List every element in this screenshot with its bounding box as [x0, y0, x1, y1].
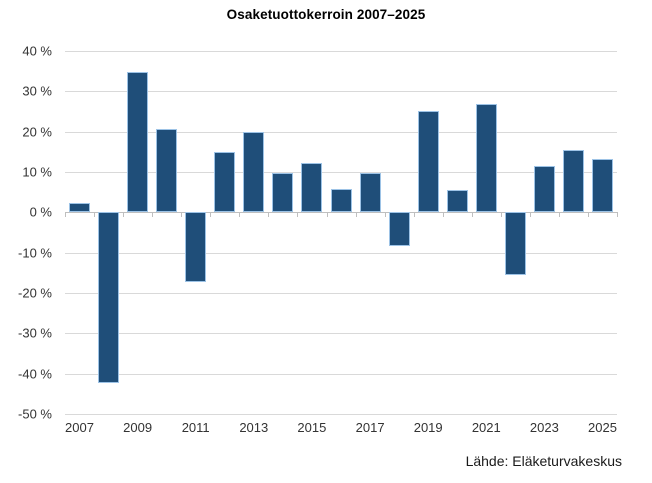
category-axis-tick	[442, 212, 444, 218]
gridline-30	[65, 91, 617, 93]
category-axis-tick	[355, 212, 357, 218]
bar-2013	[243, 131, 265, 213]
x-axis-label-2025: 2025	[588, 420, 617, 435]
y-axis-label-30: 30 %	[22, 83, 52, 99]
gridline-20	[65, 131, 617, 133]
bar-2022	[504, 212, 526, 275]
bar-2014	[272, 173, 294, 213]
gridline--10	[65, 252, 617, 254]
y-axis-label--30: -30 %	[18, 325, 52, 341]
gridline-0	[65, 212, 617, 214]
category-axis-tick	[529, 212, 531, 218]
bar-2024	[562, 150, 584, 213]
gridline--30	[65, 333, 617, 335]
category-axis-tick	[471, 212, 473, 218]
gridline-10	[65, 171, 617, 173]
category-axis-tick	[617, 212, 618, 218]
y-axis-label--10: -10 %	[18, 245, 52, 261]
x-axis-label-2011: 2011	[181, 420, 210, 435]
bar-2020	[446, 189, 468, 213]
category-axis-tick	[94, 212, 96, 218]
y-axis-label-40: 40 %	[22, 43, 52, 59]
source-note: Lähde: Eläketurvakeskus	[465, 453, 622, 469]
x-axis-label-2009: 2009	[123, 420, 153, 435]
gridline-40	[65, 51, 617, 52]
x-axis-label-2021: 2021	[471, 420, 501, 435]
y-axis-label-0: 0 %	[29, 204, 52, 220]
bar-2008	[98, 212, 120, 383]
category-axis-tick	[558, 212, 560, 218]
category-axis-tick	[152, 212, 154, 218]
category-axis-tick	[384, 212, 386, 218]
bar-2009	[127, 72, 149, 213]
bar-2017	[359, 173, 381, 213]
gridline--20	[65, 292, 617, 294]
category-axis-tick	[65, 212, 66, 218]
bar-2018	[388, 212, 410, 247]
y-axis-label--50: -50 %	[18, 406, 52, 422]
bar-2015	[301, 162, 323, 213]
category-axis-tick	[210, 212, 212, 218]
bar-2016	[330, 188, 352, 213]
category-axis-tick	[500, 212, 502, 218]
bar-2019	[417, 111, 439, 213]
chart-title: Osaketuottokerroin 2007–2025	[226, 7, 426, 22]
category-axis-tick	[413, 212, 415, 218]
bar-2012	[214, 151, 236, 213]
category-axis-tick	[587, 212, 589, 218]
category-axis-tick	[123, 212, 125, 218]
gridline--40	[65, 373, 617, 375]
x-axis-label-2019: 2019	[413, 420, 443, 435]
category-axis-tick	[297, 212, 299, 218]
bar-2021	[475, 104, 497, 213]
bar-2007	[69, 203, 90, 213]
category-axis-tick	[239, 212, 241, 218]
x-axis-label-2017: 2017	[355, 420, 385, 435]
category-axis-tick	[326, 212, 328, 218]
gridline--50	[65, 413, 617, 415]
bar-2025	[592, 158, 613, 213]
category-axis-tick	[268, 212, 270, 218]
y-axis-label--40: -40 %	[18, 366, 52, 381]
bar-2023	[533, 166, 555, 213]
category-axis-tick	[181, 212, 183, 218]
bar-2010	[156, 128, 178, 213]
y-axis-label-20: 20 %	[22, 124, 52, 140]
y-axis-label--20: -20 %	[18, 285, 52, 301]
x-axis-label-2007: 2007	[65, 420, 94, 435]
bar-2011	[185, 212, 207, 283]
x-axis-label-2015: 2015	[297, 420, 327, 435]
x-axis-label-2013: 2013	[239, 420, 269, 435]
y-axis-label-10: 10 %	[22, 164, 52, 180]
x-axis-label-2023: 2023	[529, 420, 559, 435]
